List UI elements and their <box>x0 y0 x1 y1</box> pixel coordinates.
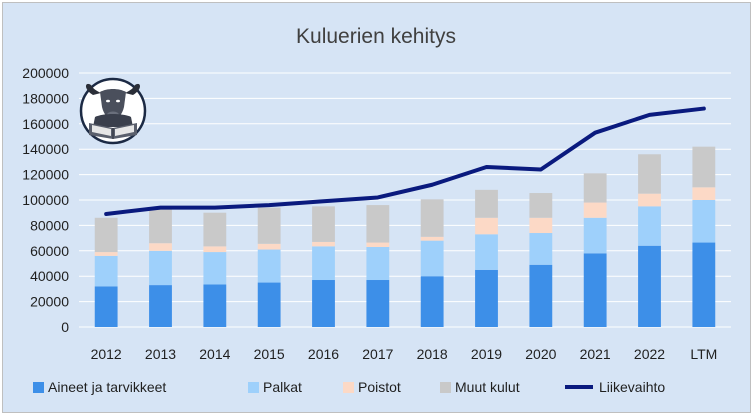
legend-label: Liikevaihto <box>599 379 665 395</box>
bar-palkat <box>638 206 661 246</box>
y-tick-label: 20000 <box>30 294 69 310</box>
bar-aineet-ja-tarvikkeet <box>203 284 227 327</box>
gridlines <box>79 72 731 328</box>
bar-muut-kulut <box>529 193 553 218</box>
legend-swatch <box>33 382 44 393</box>
bar-muut-kulut <box>475 189 498 218</box>
x-tick-label: 2012 <box>91 346 122 362</box>
x-tick-label: 2016 <box>308 346 339 362</box>
bar-poistot <box>583 202 607 218</box>
y-tick-label: 40000 <box>30 268 69 284</box>
legend-label: Muut kulut <box>455 379 520 395</box>
bar-palkat <box>94 255 118 287</box>
bar-poistot <box>203 246 227 253</box>
bar-poistot <box>149 243 172 251</box>
revenue-line <box>104 106 706 216</box>
bar-poistot <box>94 252 118 256</box>
y-tick-label: 180000 <box>22 90 69 106</box>
bar-aineet-ja-tarvikkeet <box>583 253 607 327</box>
bar-muut-kulut <box>583 173 607 203</box>
bar-palkat <box>475 234 498 270</box>
bar-palkat <box>257 249 281 283</box>
y-tick-label: 100000 <box>22 192 69 208</box>
x-tick-label: LTM <box>690 346 717 362</box>
bar-poistot <box>257 243 281 250</box>
x-tick-label: 2020 <box>525 346 556 362</box>
y-tick-label: 0 <box>61 319 69 335</box>
line-liikevaihto <box>104 106 706 216</box>
bar-aineet-ja-tarvikkeet <box>94 286 118 327</box>
bar-palkat <box>420 240 444 277</box>
legend-swatch <box>440 382 451 393</box>
y-tick-label: 80000 <box>30 217 69 233</box>
bar-muut-kulut <box>94 217 118 253</box>
y-tick-label: 60000 <box>30 243 69 259</box>
legend-swatch <box>343 382 354 393</box>
legend-label: Aineet ja tarvikkeet <box>48 379 166 395</box>
legend-swatch <box>248 382 259 393</box>
y-tick-label: 160000 <box>22 116 69 132</box>
bar-muut-kulut <box>366 205 390 243</box>
bar-aineet-ja-tarvikkeet <box>692 242 716 327</box>
y-tick-label: 120000 <box>22 167 69 183</box>
bar-muut-kulut <box>638 154 661 194</box>
legend-label: Palkat <box>263 379 302 395</box>
legend: Aineet ja tarvikkeet Palkat Poistot Muut ku… <box>33 379 665 395</box>
chart-frame: Kuluerien kehitys 0 20000 40000 60000 80000 1… <box>2 2 751 413</box>
bar-palkat <box>529 233 553 265</box>
x-tick-label: 2013 <box>145 346 176 362</box>
x-tick-label: 2015 <box>254 346 285 362</box>
bars <box>94 146 716 327</box>
x-axis: 2012 2013 2014 2015 2016 2017 2018 2019 2020 2021… <box>91 346 718 362</box>
x-tick-label: 2018 <box>417 346 448 362</box>
bar-muut-kulut <box>312 206 335 242</box>
bar-aineet-ja-tarvikkeet <box>475 269 498 327</box>
bull-reading-book-logo <box>79 77 147 145</box>
y-axis: 0 20000 40000 60000 80000 100000 120000 140000 1… <box>22 65 69 335</box>
bar-poistot <box>312 241 335 247</box>
bar-aineet-ja-tarvikkeet <box>312 280 335 327</box>
chart: Kuluerien kehitys 0 20000 40000 60000 80000 1… <box>22 25 731 395</box>
x-tick-label: 2022 <box>634 346 665 362</box>
bar-palkat <box>203 252 227 285</box>
bar-poistot <box>692 187 716 200</box>
bar-aineet-ja-tarvikkeet <box>529 264 553 327</box>
bar-aineet-ja-tarvikkeet <box>366 280 390 327</box>
bar-aineet-ja-tarvikkeet <box>149 285 172 327</box>
bar-poistot <box>366 242 390 247</box>
bar-poistot <box>529 217 553 234</box>
bar-muut-kulut <box>203 212 227 247</box>
bar-poistot <box>638 193 661 207</box>
x-tick-label: 2019 <box>471 346 502 362</box>
x-tick-label: 2017 <box>362 346 393 362</box>
bar-aineet-ja-tarvikkeet <box>257 282 281 327</box>
bar-palkat <box>583 217 607 254</box>
x-tick-label: 2014 <box>199 346 230 362</box>
x-tick-label: 2021 <box>580 346 611 362</box>
y-tick-label: 140000 <box>22 141 69 157</box>
bar-aineet-ja-tarvikkeet <box>420 276 444 327</box>
bar-muut-kulut <box>692 146 716 188</box>
bar-palkat <box>692 200 716 243</box>
bar-muut-kulut <box>257 207 281 244</box>
legend-label: Poistot <box>358 379 401 395</box>
bar-muut-kulut <box>149 207 172 244</box>
y-tick-label: 200000 <box>22 65 69 81</box>
chart-title: Kuluerien kehitys <box>296 25 456 48</box>
bar-poistot <box>475 217 498 235</box>
bar-palkat <box>312 246 335 281</box>
bar-muut-kulut <box>420 199 444 237</box>
bar-poistot <box>420 236 444 241</box>
bar-palkat <box>149 250 172 286</box>
bar-aineet-ja-tarvikkeet <box>638 245 661 327</box>
bar-palkat <box>366 246 390 281</box>
